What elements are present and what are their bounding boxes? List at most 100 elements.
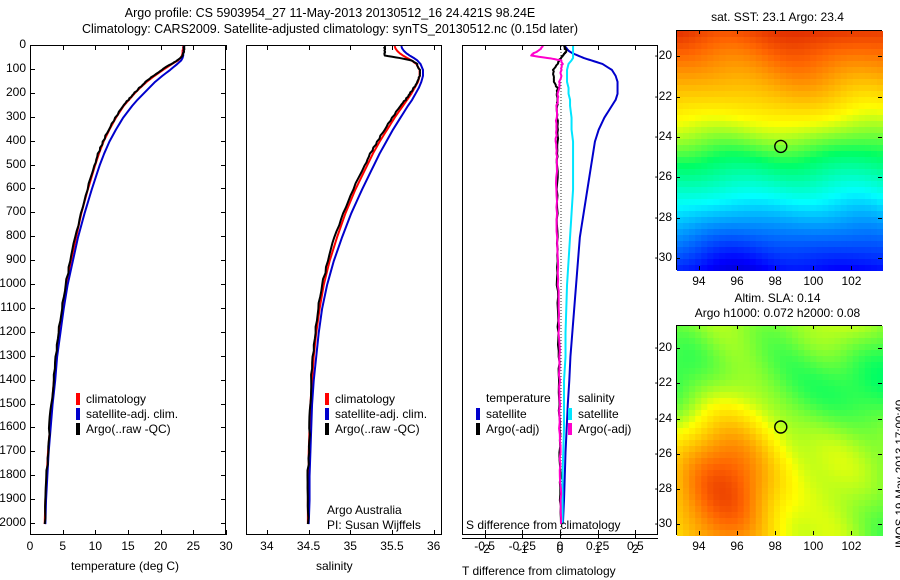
map-cell xyxy=(743,205,751,212)
map-cell xyxy=(719,344,727,351)
map-cell xyxy=(786,380,793,387)
map-cell xyxy=(852,163,860,170)
map-cell xyxy=(677,338,684,345)
map-cell xyxy=(737,259,745,266)
map-cell xyxy=(828,133,836,140)
map-cell xyxy=(707,446,714,453)
map-cell xyxy=(689,145,696,152)
map-cell xyxy=(695,109,702,116)
tick-mark xyxy=(30,45,35,46)
map-cell xyxy=(864,241,872,248)
map-cell xyxy=(864,85,872,92)
map-cell xyxy=(840,91,848,98)
tick-mark xyxy=(878,524,882,526)
map-cell xyxy=(804,55,811,62)
map-cell xyxy=(677,440,684,447)
map-cell xyxy=(804,73,811,80)
map-cell xyxy=(773,446,781,453)
map-cell xyxy=(761,374,769,381)
tick-mark xyxy=(522,530,524,535)
map-cell xyxy=(798,103,805,110)
map-cell xyxy=(870,404,878,411)
map-cell xyxy=(743,398,751,405)
map-cell xyxy=(725,350,733,357)
map-cell xyxy=(731,163,739,170)
map-cell xyxy=(864,350,872,357)
map-cell xyxy=(852,253,860,260)
map-cell xyxy=(743,181,751,188)
map-cell xyxy=(804,61,811,68)
temperature-profile-curves xyxy=(43,46,186,525)
map-cell xyxy=(725,211,733,218)
map-cell xyxy=(689,470,696,477)
map-cell xyxy=(767,344,775,351)
map-cell xyxy=(864,37,872,44)
map-cell xyxy=(816,488,824,495)
map-cell xyxy=(707,97,714,104)
map-cell xyxy=(719,241,727,248)
map-cell xyxy=(798,350,805,357)
map-cell xyxy=(743,530,751,536)
map-cell xyxy=(767,67,775,74)
map-cell xyxy=(816,524,824,531)
map-cell xyxy=(870,187,878,194)
map-cell xyxy=(846,193,854,200)
map-cell xyxy=(773,175,781,182)
map-cell xyxy=(713,145,721,152)
map-cell xyxy=(731,229,739,236)
tick-mark xyxy=(221,68,226,70)
map-cell xyxy=(713,326,721,333)
map-cell xyxy=(683,175,690,182)
map-cell xyxy=(689,530,696,536)
map-cell xyxy=(792,410,799,417)
map-cell xyxy=(798,91,805,98)
map-cell xyxy=(749,175,757,182)
map-cell xyxy=(677,241,684,248)
map-cell xyxy=(798,524,805,531)
map-cell xyxy=(798,253,805,260)
map-cell xyxy=(755,422,763,429)
map-cell xyxy=(737,398,745,405)
y-tick-label: 100 xyxy=(5,60,26,75)
map-cell xyxy=(689,265,696,271)
map-cell xyxy=(834,464,842,471)
map-cell xyxy=(725,193,733,200)
map-cell xyxy=(701,241,708,248)
map-cell xyxy=(834,229,842,236)
map-cell xyxy=(743,139,751,146)
tick-mark xyxy=(95,530,97,535)
map-cell xyxy=(695,470,702,477)
map-cell xyxy=(858,163,866,170)
map-cell xyxy=(798,265,805,271)
map-cell xyxy=(719,398,727,405)
map-cell xyxy=(798,235,805,242)
legend-item: climatology xyxy=(76,391,178,406)
map-cell xyxy=(828,91,836,98)
map-cell xyxy=(695,235,702,242)
map-cell xyxy=(719,458,727,465)
map-cell xyxy=(761,524,769,531)
map-cell xyxy=(713,175,721,182)
map-cell xyxy=(689,163,696,170)
map-cell xyxy=(689,241,696,248)
map-cell xyxy=(683,506,690,513)
map-cell xyxy=(683,217,690,224)
tick-mark xyxy=(221,116,226,118)
tick-mark xyxy=(698,325,700,329)
map-cell xyxy=(804,265,811,271)
map-cell xyxy=(846,350,854,357)
map-cell xyxy=(761,79,769,86)
map-cell xyxy=(876,49,883,56)
map-cell xyxy=(798,49,805,56)
map-cell xyxy=(719,193,727,200)
map-cell xyxy=(761,133,769,140)
map-cell xyxy=(816,380,824,387)
map-cell xyxy=(725,374,733,381)
map-cell xyxy=(804,229,811,236)
map-cell xyxy=(695,494,702,501)
map-cell xyxy=(852,181,860,188)
map-cell xyxy=(695,133,702,140)
map-cell xyxy=(870,253,878,260)
map-cell xyxy=(767,386,775,393)
map-cell xyxy=(822,500,830,507)
